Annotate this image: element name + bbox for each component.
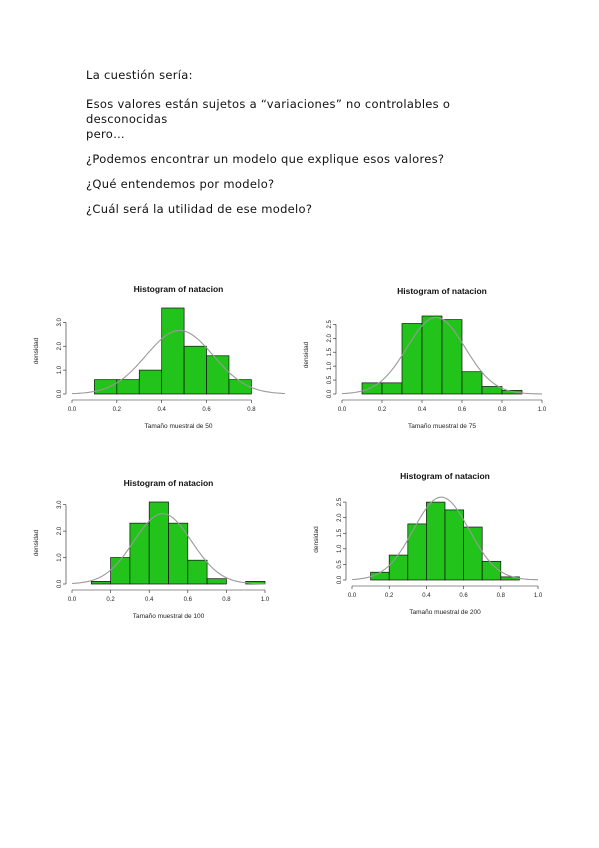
y-tick-label: 3.0 [57, 500, 63, 509]
histogram-bar [138, 369, 163, 395]
x-axis-label: Tamaño muestral de 50 [145, 423, 213, 430]
y-tick-label: 0.0 [337, 575, 343, 584]
histogram-bar [421, 315, 443, 395]
histogram-bar [461, 371, 483, 395]
normal-density-curve [351, 496, 539, 581]
chart-title: Histogram of natacion [124, 478, 214, 488]
x-tick-label: 0.4 [422, 593, 431, 599]
x-tick-label: 0.4 [418, 407, 427, 413]
x-tick-label: 0.2 [385, 593, 394, 599]
x-tick-label: 0.6 [459, 593, 468, 599]
text-line-utilidad: ¿Cuál será la utilidad de ese modelo? [86, 202, 313, 216]
x-tick-label: 1.0 [261, 597, 270, 603]
y-tick-label: 2.0 [327, 333, 333, 342]
histogram-bar [501, 390, 523, 395]
text-line-modelo-pregunta: ¿Podemos encontrar un modelo que expliqu… [86, 152, 445, 166]
x-tick-label: 0.8 [497, 593, 506, 599]
histogram-chart-75: Histogram of natacion 0.0 0.2 0.4 0.6 0.8 1.0 0… [300, 282, 555, 437]
histogram-bar [228, 379, 252, 395]
y-axis-label: densidad [33, 337, 40, 364]
x-tick-label: 0.6 [184, 597, 193, 603]
histogram-bar [206, 355, 230, 395]
x-tick-label: 0.4 [145, 597, 154, 603]
normal-density-curve [341, 316, 542, 395]
histogram-chart-200: Histogram of natacion 0.0 0.2 0.4 0.6 0.8 1.0 0… [310, 467, 555, 622]
y-tick-label: 1.0 [57, 553, 63, 562]
y-tick-label: 0.5 [327, 375, 333, 384]
histogram-chart-100: Histogram of natacion 0.0 0.2 0.4 0.6 0.8 1.0 0… [30, 474, 280, 629]
y-tick-label: 1.0 [327, 361, 333, 370]
y-tick-label: 2.0 [57, 341, 63, 350]
x-axis-label: Tamaño muestral de 100 [133, 613, 205, 620]
y-tick-label: 2.5 [327, 320, 333, 329]
y-axis-label: densidad [313, 526, 320, 553]
text-line-entendemos: ¿Qué entendemos por modelo? [86, 177, 275, 191]
x-tick-label: 0.2 [378, 407, 387, 413]
histogram-bar [401, 323, 423, 395]
x-tick-label: 0.6 [202, 407, 211, 413]
x-tick-label: 0.8 [222, 597, 231, 603]
y-tick-label: 2.5 [337, 497, 343, 506]
histogram-bar [116, 379, 140, 395]
histogram-bar [183, 345, 207, 395]
x-tick-label: 0.0 [338, 407, 347, 413]
histogram-bar [187, 559, 208, 585]
x-tick-label: 0.4 [158, 407, 167, 413]
x-tick-label: 0.6 [458, 407, 467, 413]
y-axis-label: densidad [303, 341, 310, 368]
y-tick-label: 0.5 [337, 560, 343, 569]
histogram-bar [481, 560, 502, 581]
x-axis-label: Tamaño muestral de 75 [408, 423, 476, 430]
histogram-bar [463, 526, 483, 581]
y-tick-label: 1.0 [57, 365, 63, 374]
x-tick-label: 1.0 [534, 593, 543, 599]
text-line-pero: pero… [86, 127, 125, 141]
text-line-cuestion: La cuestión sería: [86, 68, 193, 82]
histogram-svg-100: Histogram of natacion 0.0 0.2 0.4 0.6 0.8 1.0 0… [33, 478, 270, 620]
normal-density-curve [71, 513, 266, 585]
chart-title: Histogram of natacion [397, 286, 487, 296]
y-tick-label: 2.0 [337, 513, 343, 522]
x-tick-label: 1.0 [538, 407, 547, 413]
x-tick-label: 0.0 [68, 407, 77, 413]
y-tick-label: 0.0 [327, 389, 333, 398]
chart-title: Histogram of natacion [134, 284, 224, 294]
x-tick-label: 0.0 [68, 597, 77, 603]
histogram-svg-50: Histogram of natacion 0.0 0.2 0.4 0.6 0.8 0.0 1… [33, 284, 286, 430]
y-tick-label: 1.5 [327, 347, 333, 356]
text-line-variaciones: Esos valores están sujetos a “variacione… [86, 97, 451, 126]
x-tick-label: 0.8 [498, 407, 507, 413]
histogram-bar [444, 509, 464, 581]
histogram-bar [441, 319, 463, 395]
y-tick-label: 1.0 [337, 544, 343, 553]
x-tick-label: 0.8 [247, 407, 256, 413]
histogram-bar [426, 501, 446, 581]
y-axis-label: densidad [33, 529, 40, 556]
histogram-bar [361, 382, 383, 395]
histogram-bar [94, 379, 118, 395]
histogram-bar [388, 554, 409, 581]
y-tick-label: 0.0 [57, 389, 63, 398]
histogram-chart-50: Histogram of natacion 0.0 0.2 0.4 0.6 0.8 0.0 1… [30, 280, 290, 435]
y-tick-label: 1.5 [337, 528, 343, 537]
histogram-bar [90, 581, 111, 585]
histogram-svg-200: Histogram of natacion 0.0 0.2 0.4 0.6 0.8 1.0 0… [313, 471, 543, 616]
x-tick-label: 0.2 [106, 597, 115, 603]
x-tick-label: 0.0 [348, 593, 357, 599]
histogram-svg-75: Histogram of natacion 0.0 0.2 0.4 0.6 0.8 1.0 0… [303, 286, 547, 430]
histogram-bar [161, 307, 185, 395]
histogram-bar [110, 557, 131, 585]
histogram-bar [407, 523, 427, 581]
question-text-block: La cuestión sería: Esos valores están su… [86, 68, 506, 217]
chart-title: Histogram of natacion [400, 471, 490, 481]
x-tick-label: 0.2 [113, 407, 122, 413]
histogram-bar [381, 382, 403, 395]
normal-density-curve [71, 329, 286, 395]
y-tick-label: 2.0 [57, 526, 63, 535]
y-tick-label: 0.0 [57, 579, 63, 588]
x-axis-label: Tamaño muestral de 200 [409, 609, 481, 616]
histogram-bar [481, 386, 503, 395]
y-tick-label: 3.0 [57, 318, 63, 327]
histogram-bar [206, 578, 227, 585]
